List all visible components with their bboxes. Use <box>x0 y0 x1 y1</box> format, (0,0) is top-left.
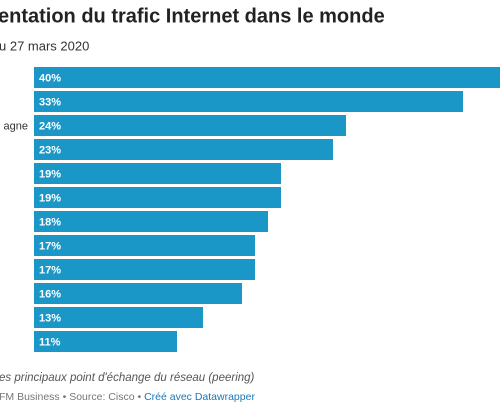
source: FM Business • Source: Cisco • Créé avec … <box>0 391 255 403</box>
bar <box>34 139 333 160</box>
value-label: 19% <box>39 168 61 180</box>
bar <box>34 91 463 112</box>
value-label: 18% <box>39 216 61 228</box>
bar <box>34 283 242 304</box>
note: es principaux point d'échange du réseau … <box>0 372 255 384</box>
bar <box>34 115 346 136</box>
bar <box>34 259 255 280</box>
category-label: agne <box>4 120 28 132</box>
value-label: 19% <box>39 192 61 204</box>
value-label: 24% <box>39 120 61 132</box>
value-label: 17% <box>39 240 61 252</box>
source-text: FM Business • Source: Cisco • <box>0 391 144 403</box>
value-label: 40% <box>39 72 61 84</box>
credit-link[interactable]: Créé avec Datawrapper <box>144 391 255 403</box>
chart-subtitle: u 27 mars 2020 <box>0 38 89 53</box>
value-label: 23% <box>39 144 61 156</box>
bar <box>34 307 203 328</box>
value-label: 16% <box>39 288 61 300</box>
value-label: 11% <box>39 336 61 348</box>
bar <box>34 67 500 88</box>
value-label: 17% <box>39 264 61 276</box>
bar <box>34 187 281 208</box>
value-label: 33% <box>39 96 61 108</box>
value-label: 13% <box>39 312 61 324</box>
bar <box>34 163 281 184</box>
bar <box>34 211 268 232</box>
bar <box>34 235 255 256</box>
chart-title: entation du trafic Internet dans le mond… <box>0 5 385 27</box>
bar <box>34 331 177 352</box>
